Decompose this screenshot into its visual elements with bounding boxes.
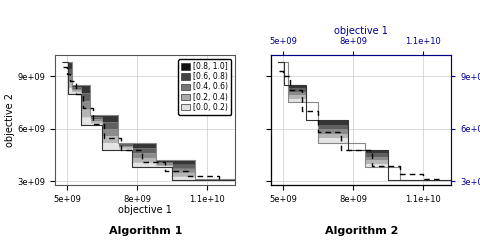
X-axis label: objective 1: objective 1: [334, 26, 388, 36]
Text: Algorithm 1: Algorithm 1: [108, 226, 182, 236]
Text: Algorithm 2: Algorithm 2: [324, 226, 398, 236]
Legend: [0.8, 1.0], [0.6, 0.8), [0.4, 0.6), [0.2, 0.4), [0.0, 0.2): [0.8, 1.0], [0.6, 0.8), [0.4, 0.6), [0.2…: [178, 59, 231, 115]
X-axis label: objective 1: objective 1: [118, 205, 172, 215]
Y-axis label: objective 2: objective 2: [5, 93, 15, 147]
